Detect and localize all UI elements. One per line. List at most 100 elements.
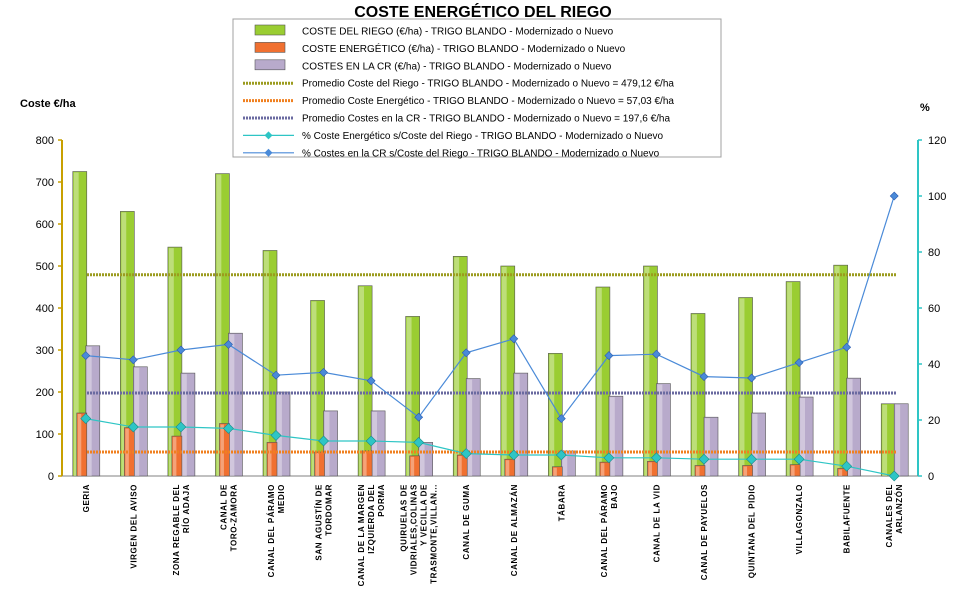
- bar-coste-energetico: [266, 442, 278, 477]
- svg-text:GERIA: GERIA: [82, 484, 91, 512]
- percent-point: [270, 429, 282, 441]
- legend-label: Promedio Coste del Riego - TRIGO BLANDO …: [302, 79, 674, 90]
- svg-text:CANAL DE GUMA: CANAL DE GUMA: [462, 484, 471, 560]
- bar-costes-cr: [513, 372, 529, 477]
- percent-point: [80, 413, 92, 425]
- legend-label: % Costes en la CR s/Coste del Riego - TR…: [302, 148, 660, 159]
- legend-item: Promedio Costes en la CR - TRIGO BLANDO …: [243, 114, 670, 125]
- percent-point: [318, 435, 329, 447]
- bar-costes-cr: [751, 412, 766, 477]
- bar-costes-cr: [133, 366, 148, 477]
- percent-point: [508, 449, 520, 461]
- y-tick-label-left: 600: [36, 219, 54, 231]
- percent-point: [365, 435, 377, 447]
- bar-costes-cr: [656, 383, 671, 477]
- bar-coste-riego: [500, 265, 516, 477]
- legend-item: Promedio Coste del Riego - TRIGO BLANDO …: [243, 79, 674, 90]
- category-label: CANAL DE GUMA: [462, 484, 471, 560]
- category-label: TÁBARA: [557, 484, 566, 521]
- y-tick-label-left: 200: [36, 387, 54, 399]
- svg-text:VILLAGONZALO: VILLAGONZALO: [795, 484, 804, 554]
- category-label: CANAL DE ALMAZÁN: [510, 484, 519, 576]
- svg-text:QUIRUELAS DEVIDRIALES,COLINASY: QUIRUELAS DEVIDRIALES,COLINASY VECILLA D…: [400, 484, 439, 584]
- category-label: QUIRUELAS DEVIDRIALES,COLINASY VECILLA D…: [400, 484, 439, 584]
- bar-costes-cr: [228, 332, 243, 477]
- bar-coste-riego: [405, 316, 420, 477]
- bar-coste-energetico: [742, 465, 753, 477]
- y-tick-label-right: 20: [928, 415, 940, 427]
- bar-coste-riego: [167, 246, 183, 477]
- category-label: GERIA: [82, 484, 91, 512]
- bar-coste-energetico: [314, 451, 325, 477]
- y-axis-right-label: %: [920, 102, 930, 114]
- legend-label: Promedio Coste Energético - TRIGO BLANDO…: [302, 96, 674, 107]
- percent-point: [271, 370, 281, 380]
- svg-text:BABILAFUENTE: BABILAFUENTE: [843, 484, 852, 553]
- percent-point: [652, 349, 661, 359]
- percent-point: [841, 460, 853, 472]
- bar-coste-energetico: [647, 460, 658, 477]
- bar-coste-riego: [833, 264, 848, 477]
- y-tick-label-left: 300: [36, 345, 54, 357]
- percent-point: [319, 367, 328, 377]
- bar-coste-riego: [690, 313, 706, 477]
- legend-item: COSTE ENERGÉTICO (€/ha) - TRIGO BLANDO -…: [254, 42, 626, 55]
- bar-costes-cr: [85, 345, 101, 477]
- category-label: QUINTANA DEL PIDIO: [748, 484, 757, 578]
- percent-point: [793, 453, 805, 465]
- average-lines: [87, 273, 896, 454]
- svg-text:CANAL DEL PÁRAMOBAJO: CANAL DEL PÁRAMOBAJO: [600, 484, 619, 577]
- percent-point: [556, 414, 566, 424]
- category-label: SAN AGUSTÍN DETORDOMAR: [315, 484, 334, 561]
- bar-costes-cr: [798, 396, 814, 477]
- legend-label: COSTE DEL RIEGO (€/ha) - TRIGO BLANDO - …: [302, 27, 614, 38]
- svg-text:CANAL DE PAYUELOS: CANAL DE PAYUELOS: [700, 484, 709, 580]
- bar-coste-energetico: [171, 435, 183, 477]
- percent-point: [747, 373, 756, 383]
- percent-point: [794, 358, 804, 368]
- axes: 0 100 200 300 400 500 600 700 800 0 20 40 60 80 100 120: [36, 135, 947, 483]
- bar-coste-energetico: [599, 461, 611, 477]
- percent-point: [889, 191, 899, 201]
- svg-text:ZONA REGABLE DELRÍO ADAJA: ZONA REGABLE DELRÍO ADAJA: [172, 484, 191, 576]
- y-tick-label-left: 500: [36, 261, 54, 273]
- svg-text:SAN AGUSTÍN DETORDOMAR: SAN AGUSTÍN DETORDOMAR: [315, 484, 334, 561]
- category-label: CANAL DE PAYUELOS: [700, 484, 709, 580]
- bar-costes-cr: [893, 403, 909, 477]
- svg-text:CANAL DEL PÁRAMOMEDIO: CANAL DEL PÁRAMOMEDIO: [267, 484, 286, 577]
- percent-line: [85, 195, 895, 420]
- bars: [72, 171, 909, 477]
- svg-text:CANAL DE LA MARGENIZQUIERDA DE: CANAL DE LA MARGENIZQUIERDA DELPORMA: [357, 484, 386, 586]
- bar-coste-energetico: [789, 464, 801, 477]
- category-label: CANALES DELARLANZÓN: [885, 484, 904, 548]
- legend-label: COSTE ENERGÉTICO (€/ha) - TRIGO BLANDO -…: [302, 42, 626, 55]
- y-tick-label-left: 700: [36, 177, 54, 189]
- bar-costes-cr: [418, 442, 433, 477]
- percent-point: [699, 372, 709, 382]
- category-label: CANAL DE LA MARGENIZQUIERDA DELPORMA: [357, 484, 386, 586]
- percent-point: [651, 452, 662, 464]
- legend-item: COSTE DEL RIEGO (€/ha) - TRIGO BLANDO - …: [254, 24, 614, 38]
- chart-title: COSTE ENERGÉTICO DEL RIEGO: [354, 2, 612, 21]
- y-tick-label-right: 40: [928, 359, 940, 371]
- legend-label: Promedio Costes en la CR - TRIGO BLANDO …: [302, 114, 670, 125]
- percent-point: [746, 453, 757, 465]
- bar-coste-energetico: [694, 465, 706, 477]
- legend: COSTE DEL RIEGO (€/ha) - TRIGO BLANDO - …: [232, 18, 722, 159]
- category-label: CANAL DE LA VID: [652, 484, 661, 562]
- percent-point: [698, 453, 710, 465]
- bar-coste-riego: [738, 297, 753, 477]
- percent-point: [604, 351, 614, 361]
- percent-point: [603, 452, 615, 464]
- bar-coste-energetico: [552, 466, 563, 477]
- percent-point: [224, 339, 233, 349]
- legend-label: COSTES EN LA CR (€/ha) - TRIGO BLANDO - …: [302, 61, 612, 72]
- bar-costes-cr: [608, 395, 624, 477]
- bar-coste-riego: [643, 265, 658, 477]
- legend-item: COSTES EN LA CR (€/ha) - TRIGO BLANDO - …: [254, 59, 612, 72]
- legend-label: % Coste Energético s/Coste del Riego - T…: [302, 131, 664, 142]
- category-label: BABILAFUENTE: [843, 484, 852, 553]
- bar-coste-riego: [120, 211, 135, 477]
